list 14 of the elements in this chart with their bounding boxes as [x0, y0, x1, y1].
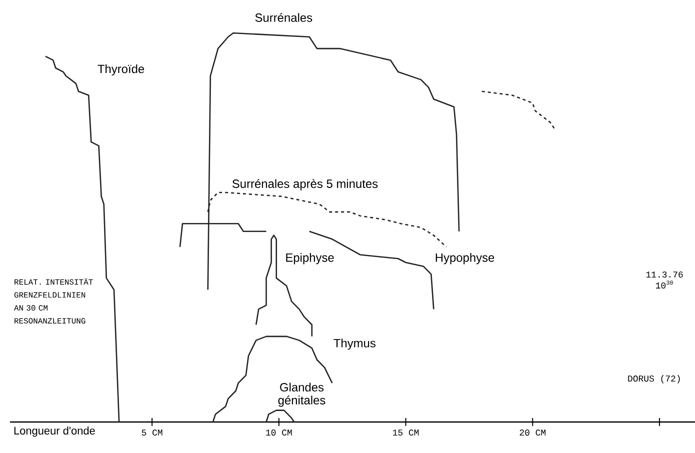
x-tick-label: 10 CM	[266, 430, 292, 436]
series-label: Epiphyse	[286, 253, 334, 264]
x-tick-label: 20 CM	[520, 430, 546, 436]
series-label: Hypophyse	[436, 253, 494, 264]
series-label: Surrénales	[255, 12, 312, 22]
series-label: Thyroïde	[98, 64, 144, 76]
x-tick-label: 5 CM	[142, 430, 162, 436]
series-label: Surrénales après 5 minutes	[232, 179, 378, 190]
series-label: Thymus	[334, 338, 376, 350]
x-tick-label: 15 CM	[392, 430, 419, 436]
series-label: Glandes génitales	[278, 382, 326, 407]
annotation: DORUS (72)	[628, 375, 680, 384]
x-axis-title: Longueur d'onde	[14, 426, 95, 437]
annotation: 11.3.76 10$^{30}$	[646, 271, 683, 289]
